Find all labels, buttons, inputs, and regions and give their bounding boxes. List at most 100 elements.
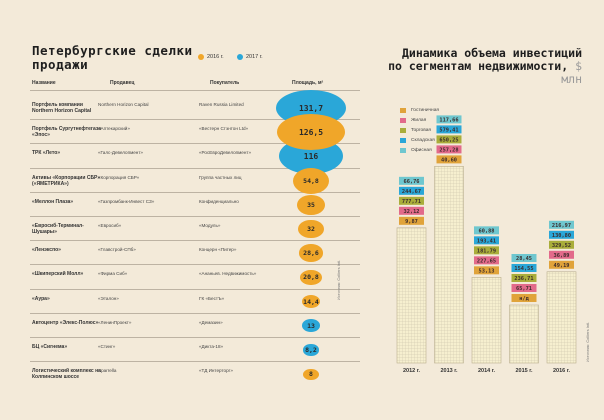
segment-value: 193,41 [477, 238, 496, 244]
legend-2016-dot [198, 54, 204, 60]
deal-row: Портфель Сургутнефтегаза «Эпос» «Аптекарс… [0, 120, 360, 144]
segment-legend-label: Складская [411, 137, 435, 143]
deal-seller: «Стинг» [98, 344, 116, 349]
segment-label-box [436, 115, 462, 124]
segment-value: 53,13 [479, 268, 495, 274]
segment-label-box [399, 216, 424, 225]
segment-legend-item: Складская [400, 135, 439, 145]
deal-seller: «Евросиб» [98, 223, 122, 228]
segment-label-box [549, 260, 574, 269]
deal-name: Логистический комплекс на Колпинском шос… [32, 368, 101, 381]
segment-value: 9,87 [405, 219, 418, 225]
segment-label-box [511, 263, 537, 272]
deal-row: БЦ «Сигнема» «Стинг» «Дикта-18» [0, 338, 360, 362]
deal-seller: Sparrella [98, 368, 117, 374]
deal-row: «Аура» «Эталон» ГК «БестЪ» [0, 290, 360, 314]
deal-buyer: «Ананьев. Недвижимость» [199, 271, 257, 277]
area-bubble: 126,5 [277, 114, 345, 151]
right-title-unit: $ млн [561, 59, 582, 86]
right-title-text: Динамика объема инвестиций по сегментам … [388, 46, 582, 73]
year-label: 2016 г. [553, 368, 571, 374]
deal-name: Портфель компании Northern Horizon Capit… [32, 102, 92, 114]
legend-2017-dot [237, 54, 243, 60]
segment-value: 66,76 [404, 179, 420, 185]
segment-legend-item: Торговая [400, 125, 439, 135]
deal-buyer: «ТД Интерторг» [199, 368, 233, 374]
segment-label-box [436, 135, 462, 144]
segment-legend-label: Гостиничная [411, 107, 439, 113]
segment-value: 181,79 [477, 248, 496, 254]
segment-value: 40,60 [441, 157, 457, 163]
segment-legend-label: Жилая [411, 117, 427, 123]
segment-value: 257,28 [439, 147, 458, 153]
segment-label-box [474, 246, 499, 255]
segment-legend-item: Жилая [400, 115, 439, 125]
segment-value: 154,55 [514, 266, 533, 272]
segment-label-box [436, 125, 462, 134]
deal-buyer: Raven Russia Limited [199, 102, 244, 107]
row-divider [30, 216, 360, 217]
deal-seller: «Главстрой-СПб» [98, 247, 136, 253]
deal-seller: «Эталон» [98, 295, 119, 301]
segment-legend-swatch [400, 137, 406, 143]
segment-value: 65,71 [516, 286, 532, 292]
segment-legend-swatch [400, 117, 406, 123]
deal-buyer: Концерн «Питер» [199, 247, 237, 253]
segment-legend-label: Офисная [411, 147, 432, 153]
deal-name: Активы «Корпорации СБР» («ЯМЕТРИКА») [32, 174, 101, 187]
segment-label-box [436, 145, 462, 154]
deal-row: Портфель компании Northern Horizon Capit… [0, 96, 360, 120]
deal-row: Автоцентр «Элекс-Полюс» «ЛенинПроект» «Дем… [0, 314, 360, 338]
segment-label-box [511, 283, 537, 292]
right-source: Источник: Colliers Intl. [585, 321, 590, 362]
segment-label-box [399, 176, 424, 185]
deal-row: «Ленэкспо» «Главстрой-СПб» Концерн «Питер» [0, 241, 360, 265]
segment-value: 28,45 [516, 256, 532, 262]
deal-row: «Евросиб-Терминал-Шушары» «Евросиб» «Модул… [0, 217, 360, 241]
segment-label-box [511, 293, 537, 302]
segment-value: 216,97 [552, 223, 571, 229]
header-divider [30, 90, 360, 91]
investment-bar [509, 304, 539, 364]
legend-2016: 2016 г. [198, 54, 224, 60]
area-bubble: 32 [297, 219, 325, 239]
row-divider [30, 312, 360, 314]
segment-legend-swatch [400, 107, 406, 113]
deal-buyer: Группа частных лиц [199, 174, 242, 180]
deal-name: «Ленэкспо» [32, 247, 61, 254]
segment-label-box [399, 206, 424, 215]
segment-value: 579,41 [439, 127, 458, 133]
segment-value: 329,52 [552, 243, 571, 249]
segment-legend-item: Гостиничная [400, 105, 439, 115]
deal-seller: «Галс-Девелопмент» [98, 150, 143, 156]
segment-legend-swatch [400, 127, 406, 133]
area-bubble: 20,8 [300, 269, 322, 286]
segment-value: 650,25 [439, 137, 458, 143]
row-divider [30, 143, 360, 145]
segment-value: 36,89 [554, 253, 570, 259]
segment-value: н/д [519, 296, 529, 302]
segment-value: 130,80 [552, 233, 571, 239]
segment-legend-swatch [400, 147, 406, 153]
segment-legend-label: Торговая [411, 127, 431, 133]
segment-legend-item: Офисная [400, 145, 439, 155]
deal-seller: «Фирма Сиб» [98, 271, 128, 277]
segment-label-box [436, 155, 462, 164]
segment-value: 49,19 [554, 263, 570, 269]
deal-name: «Евросиб-Терминал-Шушары» [32, 223, 84, 235]
header-seller: Продавец [110, 80, 135, 86]
legend-2017: 2017 г. [237, 54, 263, 60]
segment-label-box [549, 230, 574, 239]
right-title: Динамика объема инвестиций по сегментам … [382, 47, 582, 86]
deal-buyer: «Модуль» [199, 223, 221, 228]
segment-label-box [549, 240, 574, 249]
investment-bar [546, 271, 577, 364]
investment-bar [396, 227, 427, 364]
area-bubble: 8 [303, 368, 319, 380]
deal-seller: «Аптекарский» [98, 126, 130, 132]
deal-buyer: «Демазин» [199, 319, 223, 325]
year-label: 2012 г. [403, 368, 421, 374]
deal-name: Автоцентр «Элекс-Полюс» [32, 319, 99, 326]
row-divider [30, 337, 360, 338]
left-title: Петербургские сделки продажи [32, 43, 193, 72]
